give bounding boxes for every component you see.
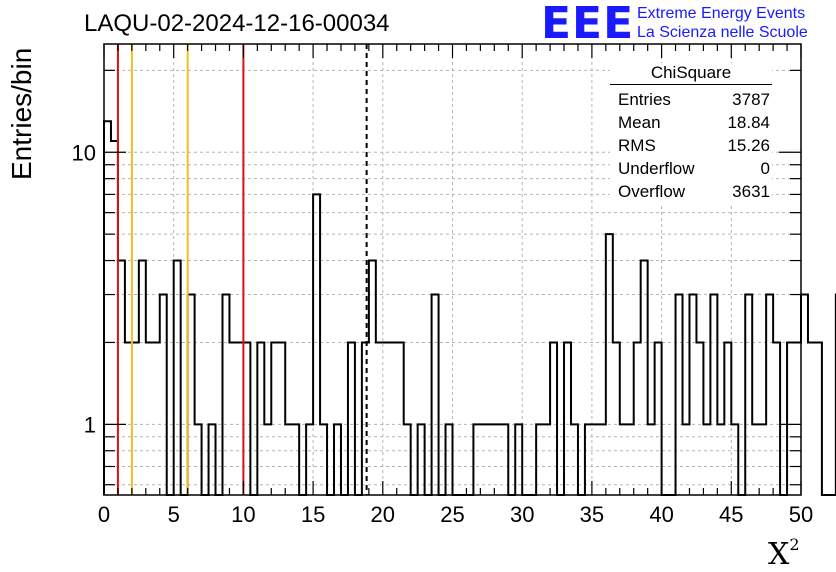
histogram-bin (229, 342, 236, 495)
histogram-bin (634, 342, 641, 495)
stats-value: 3631 (732, 182, 770, 201)
histogram-bin (188, 295, 195, 495)
x-tick-label: 20 (371, 502, 395, 527)
histogram-bin (313, 194, 320, 495)
y-tick-label: 1 (84, 412, 96, 437)
stats-value: 15.26 (727, 136, 770, 155)
stats-value: 0 (760, 159, 770, 178)
x-tick-label: 40 (649, 502, 673, 527)
stats-row-entries: Entries 3787 (610, 88, 772, 111)
logo-tagline-2: La Scienza nelle Scuole (637, 24, 808, 41)
histogram-bin (773, 342, 780, 495)
stats-label: Overflow (618, 182, 686, 201)
histogram-bin (397, 342, 404, 495)
x-tick-label: 0 (98, 502, 110, 527)
histogram-bin (348, 342, 355, 495)
stats-row-mean: Mean 18.84 (610, 111, 772, 134)
histogram-bin (222, 295, 229, 495)
stats-label: Underflow (618, 159, 695, 178)
histogram-bin (257, 342, 264, 495)
stats-value: 18.84 (727, 113, 770, 132)
histogram-bin (153, 342, 160, 495)
histogram-bin (132, 342, 139, 495)
y-tick-label: 10 (72, 140, 96, 165)
chart-title: LAQU-02-2024-12-16-00034 (84, 10, 390, 37)
histogram-bin (766, 295, 773, 495)
stats-label: RMS (618, 136, 656, 155)
x-axis-label: X2 (768, 535, 800, 572)
histogram-outline (103, 120, 836, 496)
histogram-bin (236, 342, 243, 495)
stats-row-rms: RMS 15.26 (610, 134, 772, 157)
histogram-bin (613, 342, 620, 495)
histogram-bin (794, 342, 801, 495)
histogram-bin (801, 295, 808, 495)
histogram-bin (243, 342, 250, 495)
histogram-bin (550, 342, 557, 495)
histogram-bin (362, 342, 369, 495)
x-tick-label: 30 (510, 502, 534, 527)
histogram-bin (606, 234, 613, 495)
histogram-bin (383, 342, 390, 495)
x-tick-label: 50 (789, 502, 813, 527)
histogram-bin (376, 342, 383, 495)
histogram-bin (104, 121, 111, 495)
histogram-bin (724, 342, 731, 495)
stats-box: ChiSquare Entries 3787 Mean 18.84 RMS 15… (610, 63, 772, 203)
stats-value: 3787 (732, 90, 770, 109)
histogram-bin (655, 342, 662, 495)
logo-tagline-1: Extreme Energy Events (637, 5, 806, 22)
histogram-bin (696, 342, 703, 495)
histogram-bin (139, 261, 146, 495)
histogram-bin (118, 261, 125, 495)
histogram-bin (676, 295, 683, 495)
histogram-bin (745, 295, 752, 495)
histogram-bin (146, 342, 153, 495)
x-tick-label: 45 (719, 502, 743, 527)
histogram-bin (710, 295, 717, 495)
histogram-bin (564, 342, 571, 495)
histogram-bin (815, 342, 822, 495)
histogram-bin (174, 261, 181, 495)
histogram-bin (432, 295, 439, 495)
x-tick-label: 5 (168, 502, 180, 527)
histogram-bin (689, 295, 696, 495)
eee-logo: EEE (541, 0, 635, 49)
histogram-bin (641, 261, 648, 495)
histogram-bin (808, 342, 815, 495)
histogram-bin (160, 295, 167, 495)
x-tick-label: 35 (580, 502, 604, 527)
x-axis-label-superscript: 2 (789, 535, 800, 554)
stats-row-underflow: Underflow 0 (610, 157, 772, 180)
x-tick-label: 10 (231, 502, 255, 527)
histogram-bin (278, 342, 285, 495)
histogram-bin (271, 342, 278, 495)
stats-row-overflow: Overflow 3631 (610, 180, 772, 203)
stats-title: ChiSquare (610, 63, 772, 85)
histogram-bin (787, 342, 794, 495)
stats-label: Entries (618, 90, 671, 109)
histogram-bin (125, 342, 132, 495)
x-tick-label: 25 (440, 502, 464, 527)
histogram-bin (390, 342, 397, 495)
y-axis-label: Entries/bin (6, 47, 37, 180)
histogram-bin (369, 261, 376, 495)
x-tick-label: 15 (301, 502, 325, 527)
stats-label: Mean (618, 113, 661, 132)
